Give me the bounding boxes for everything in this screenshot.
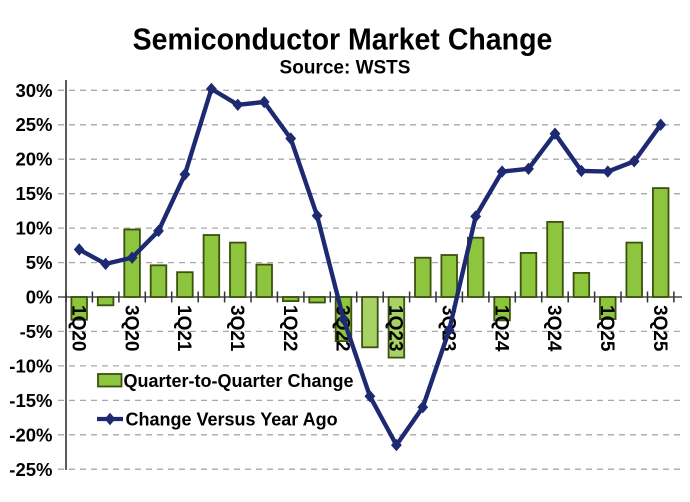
- svg-text:1Q22: 1Q22: [279, 305, 300, 351]
- svg-text:3Q21: 3Q21: [226, 305, 247, 352]
- svg-text:Source: WSTS: Source: WSTS: [280, 58, 411, 79]
- svg-text:3Q20: 3Q20: [120, 305, 141, 351]
- svg-text:1Q20: 1Q20: [67, 305, 88, 351]
- svg-text:10%: 10%: [15, 218, 52, 239]
- svg-text:20%: 20%: [15, 149, 52, 170]
- svg-text:1Q24: 1Q24: [490, 305, 511, 352]
- svg-text:-20%: -20%: [9, 424, 52, 445]
- svg-text:25%: 25%: [15, 114, 52, 135]
- svg-text:Change Versus Year Ago: Change Versus Year Ago: [126, 410, 338, 430]
- svg-text:-10%: -10%: [9, 355, 52, 376]
- svg-text:15%: 15%: [15, 183, 52, 204]
- svg-text:-15%: -15%: [9, 390, 52, 411]
- svg-text:-5%: -5%: [20, 321, 53, 342]
- svg-text:1Q25: 1Q25: [596, 305, 617, 352]
- svg-text:1Q23: 1Q23: [385, 305, 406, 351]
- svg-text:-25%: -25%: [9, 459, 52, 480]
- svg-text:Quarter-to-Quarter Change: Quarter-to-Quarter Change: [124, 371, 354, 391]
- svg-text:30%: 30%: [15, 80, 52, 101]
- svg-text:5%: 5%: [26, 252, 53, 273]
- svg-text:0%: 0%: [26, 287, 53, 308]
- svg-text:3Q22: 3Q22: [332, 305, 353, 351]
- svg-text:1Q21: 1Q21: [173, 305, 194, 352]
- svg-text:3Q24: 3Q24: [543, 305, 564, 352]
- svg-text:3Q25: 3Q25: [649, 305, 670, 352]
- svg-text:Semiconductor Market Change: Semiconductor Market Change: [133, 22, 553, 56]
